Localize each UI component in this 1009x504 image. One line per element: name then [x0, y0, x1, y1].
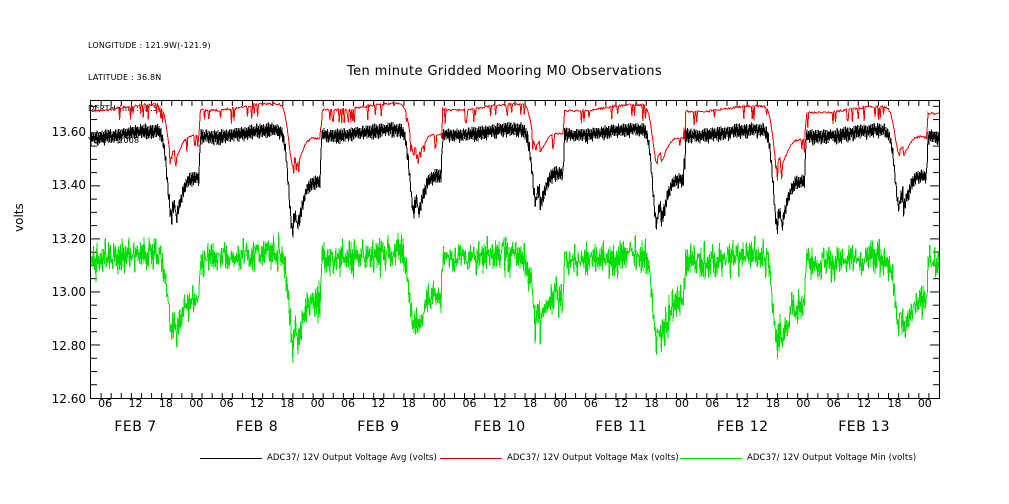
y-tick-label: 13.00 [51, 285, 86, 300]
x-axis-hour-labels: 06 12 18 00 06 12 18 00 06 12 18 00 06 12 18 00 06 12 18 00… [0, 397, 1009, 417]
x-tick-label: 12 [371, 397, 386, 410]
x-tick-label: 06 [583, 397, 598, 410]
x-tick-label: 00 [310, 397, 325, 410]
series-canvas [91, 101, 939, 398]
legend-label: ADC37/ 12V Output Voltage Min (volts) [747, 453, 917, 463]
series-line [91, 101, 939, 181]
x-day-label: FEB 8 [235, 419, 279, 435]
x-tick-label: 12 [128, 397, 143, 410]
x-tick-label: 06 [219, 397, 234, 410]
x-tick-label: 00 [432, 397, 447, 410]
x-tick-label: 12 [249, 397, 264, 410]
x-tick-label: 00 [674, 397, 689, 410]
legend-swatch [200, 457, 262, 459]
x-tick-label: 06 [341, 397, 356, 410]
legend-swatch [440, 457, 502, 459]
metadata-latitude: LATITUDE : 36.8N [88, 72, 162, 82]
x-day-label: FEB 7 [114, 419, 157, 435]
x-tick-label: 06 [826, 397, 841, 410]
x-tick-label: 00 [917, 397, 932, 410]
metadata-depth: DEPTH (m) : -2.5 [88, 104, 159, 113]
x-tick-label: 18 [158, 397, 173, 410]
x-tick-label: 12 [614, 397, 629, 410]
x-day-label: FEB 9 [357, 419, 400, 435]
y-tick-label: 13.40 [51, 178, 86, 193]
x-tick-label: 12 [735, 397, 750, 410]
y-tick-label: 13.20 [51, 231, 86, 246]
chart-title: Ten minute Gridded Mooring M0 Observatio… [346, 64, 663, 79]
x-tick-label: 18 [766, 397, 781, 410]
series-line [91, 232, 939, 363]
x-tick-label: 18 [401, 397, 416, 410]
x-day-label: FEB 13 [838, 419, 890, 435]
x-tick-label: 00 [796, 397, 811, 410]
x-tick-label: 12 [492, 397, 507, 410]
legend-label: ADC37/ 12V Output Voltage Max (volts) [507, 453, 679, 463]
x-tick-label: 18 [280, 397, 295, 410]
x-tick-label: 12 [857, 397, 872, 410]
y-tick-label: 13.60 [51, 125, 86, 140]
series-line [91, 121, 939, 238]
plot-area [90, 100, 940, 399]
x-tick-label: 00 [553, 397, 568, 410]
legend-label: ADC37/ 12V Output Voltage Avg (volts) [267, 453, 437, 463]
x-tick-label: 06 [98, 397, 113, 410]
legend-item: ADC37/ 12V Output Voltage Min (volts) [680, 449, 916, 467]
x-day-label: FEB 10 [473, 419, 526, 435]
metadata-longitude: LONGITUDE : 121.9W(-121.9) [88, 41, 211, 50]
chart-legend: ADC37/ 12V Output Voltage Avg (volts) ADC… [0, 449, 1009, 467]
x-tick-label: 06 [462, 397, 477, 410]
x-tick-label: 18 [644, 397, 659, 410]
legend-swatch [680, 457, 742, 459]
x-day-label: FEB 12 [716, 419, 769, 435]
x-tick-label: 18 [887, 397, 902, 410]
y-tick-label: 12.80 [51, 338, 86, 353]
x-tick-label: 06 [705, 397, 720, 410]
y-axis-tick-labels: 12.60 12.80 13.00 13.20 13.40 13.60 [0, 0, 86, 504]
y-tick-label: 12.60 [51, 392, 86, 406]
x-axis-day-labels: FEB 7 FEB 8 FEB 9 FEB 10 FEB 11 FEB 12 FEB 13 [0, 419, 1009, 443]
legend-item: ADC37/ 12V Output Voltage Avg (volts) [200, 449, 437, 467]
x-day-label: FEB 11 [595, 419, 648, 435]
x-tick-label: 18 [523, 397, 538, 410]
x-tick-label: 00 [189, 397, 204, 410]
legend-item: ADC37/ 12V Output Voltage Max (volts) [440, 449, 679, 467]
